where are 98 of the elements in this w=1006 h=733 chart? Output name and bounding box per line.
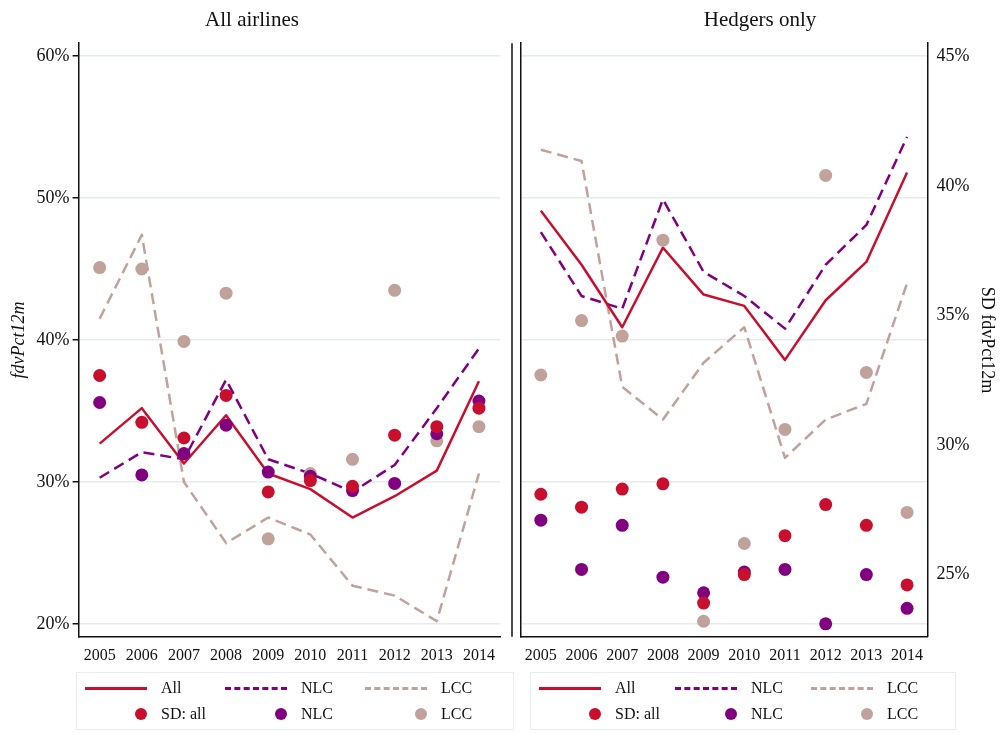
y2-axis-title: SD fdvPct12m bbox=[978, 286, 999, 394]
x-tick-label: 2010 bbox=[294, 645, 327, 663]
x-tick-label: 2006 bbox=[565, 645, 598, 663]
x-tick-label: 2011 bbox=[336, 645, 369, 663]
point bbox=[737, 536, 751, 550]
text: 45% bbox=[936, 44, 970, 65]
point bbox=[430, 420, 444, 434]
legend-label: All bbox=[161, 679, 182, 697]
y-tick-label: 40% bbox=[36, 328, 70, 349]
point bbox=[656, 233, 670, 247]
text: 25% bbox=[936, 563, 970, 584]
point bbox=[697, 596, 711, 610]
x-tick-label: 2005 bbox=[83, 645, 116, 663]
point bbox=[388, 428, 402, 442]
point bbox=[615, 329, 629, 343]
legend-label: LCC bbox=[887, 705, 919, 723]
y-tick-label: 50% bbox=[36, 186, 70, 207]
x-tick-label: 2013 bbox=[420, 645, 453, 663]
point bbox=[135, 468, 149, 482]
y-tick-label: 60% bbox=[36, 44, 70, 65]
point bbox=[575, 500, 589, 514]
x-tick-label: 2009 bbox=[687, 645, 720, 663]
point bbox=[177, 447, 191, 461]
point bbox=[575, 314, 589, 328]
point bbox=[472, 420, 486, 434]
point bbox=[135, 415, 149, 429]
point bbox=[261, 532, 275, 546]
x-tick-label: 2011 bbox=[769, 645, 801, 663]
point bbox=[388, 476, 402, 490]
point bbox=[219, 418, 233, 432]
text: 35% bbox=[936, 304, 970, 325]
point bbox=[472, 401, 486, 415]
point bbox=[575, 562, 589, 576]
x-tick-label: 2014 bbox=[462, 645, 495, 663]
point bbox=[93, 369, 107, 382]
point bbox=[534, 513, 548, 527]
x-tick-label: 2007 bbox=[167, 645, 200, 663]
point bbox=[534, 487, 548, 501]
point bbox=[135, 262, 149, 276]
chart-title: All airlines bbox=[205, 7, 299, 32]
y-axis-title: fdvPct12m bbox=[7, 301, 28, 379]
x-tick-label: 2013 bbox=[850, 645, 883, 663]
point bbox=[859, 518, 873, 532]
legend-label: NLC bbox=[751, 705, 783, 723]
point bbox=[219, 286, 233, 300]
point bbox=[177, 334, 191, 348]
point bbox=[219, 388, 233, 402]
point bbox=[615, 518, 629, 532]
x-tick-label: 2012 bbox=[809, 645, 842, 663]
text: 30% bbox=[936, 433, 970, 454]
point bbox=[819, 168, 833, 182]
point bbox=[900, 505, 914, 519]
legend-label: NLC bbox=[301, 705, 333, 723]
point bbox=[900, 578, 914, 592]
point bbox=[93, 261, 107, 275]
point bbox=[656, 570, 670, 584]
point bbox=[859, 568, 873, 582]
x-tick-label: 2008 bbox=[646, 645, 679, 663]
point bbox=[656, 477, 670, 491]
point bbox=[261, 485, 275, 499]
x-tick-label: 2005 bbox=[524, 645, 557, 663]
point bbox=[778, 529, 792, 543]
x-tick-label: 2009 bbox=[252, 645, 285, 663]
x-tick-label: 2010 bbox=[728, 645, 761, 663]
legend-label: SD: all bbox=[615, 705, 660, 723]
point bbox=[778, 422, 792, 436]
x-tick-label: 2006 bbox=[125, 645, 158, 663]
point bbox=[303, 474, 317, 488]
point bbox=[534, 368, 548, 382]
point bbox=[346, 452, 360, 466]
x-tick-label: 2014 bbox=[891, 645, 924, 663]
legend-label: LCC bbox=[441, 679, 473, 697]
point bbox=[697, 614, 711, 628]
legend-label: LCC bbox=[441, 705, 473, 723]
x-tick-label: 2007 bbox=[606, 645, 639, 663]
point bbox=[778, 562, 792, 576]
y-tick-label: 30% bbox=[36, 470, 70, 491]
y-tick-label: 20% bbox=[36, 612, 70, 633]
line-series bbox=[98, 233, 481, 623]
point bbox=[859, 365, 873, 379]
legend-label: All bbox=[615, 679, 636, 697]
point bbox=[615, 482, 629, 496]
point bbox=[819, 617, 833, 631]
point bbox=[819, 498, 833, 512]
chart-title: Hedgers only bbox=[703, 7, 817, 32]
x-tick-label: 2008 bbox=[210, 645, 243, 663]
legend-label: NLC bbox=[301, 679, 333, 697]
text: 40% bbox=[936, 174, 970, 195]
point bbox=[177, 431, 191, 445]
point bbox=[93, 395, 107, 409]
legend-label: LCC bbox=[887, 679, 919, 697]
point bbox=[388, 283, 402, 297]
legend-label: SD: all bbox=[161, 705, 206, 723]
point bbox=[900, 601, 914, 615]
x-tick-label: 2012 bbox=[378, 645, 411, 663]
point bbox=[261, 465, 275, 479]
point bbox=[346, 479, 360, 493]
legend-label: NLC bbox=[751, 679, 783, 697]
